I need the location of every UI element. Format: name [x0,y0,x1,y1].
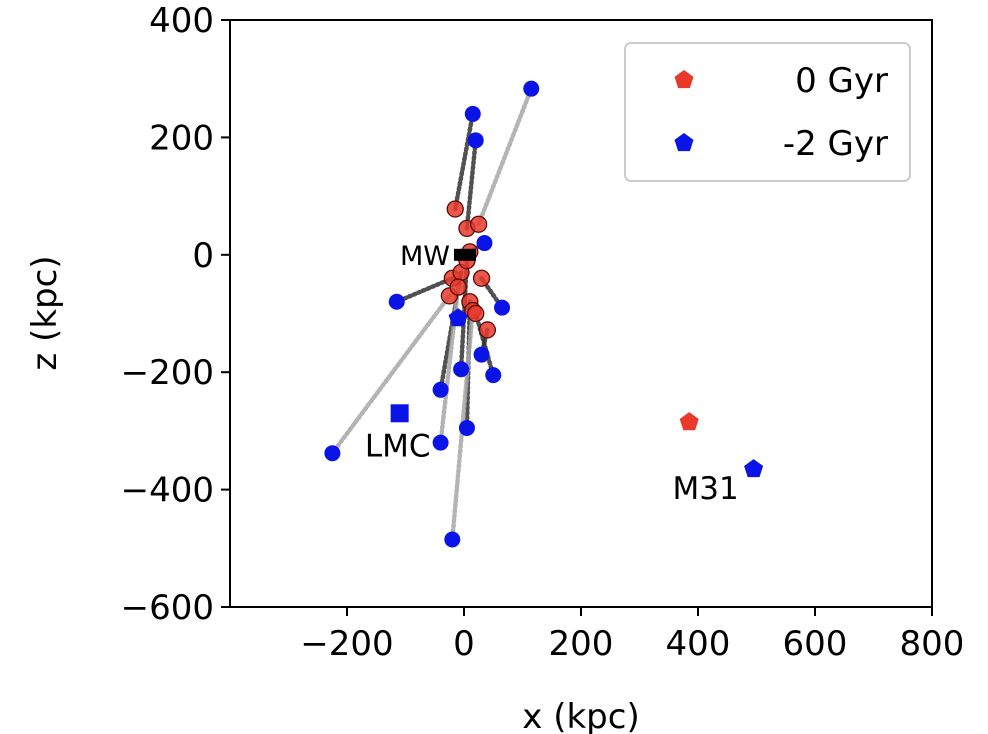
x-tick-label: 0 [453,624,475,664]
legend-frame [624,42,911,182]
orbit-trail [452,111,476,212]
orbit-trail [330,293,452,456]
y-tick-label: −600 [121,588,214,628]
satellite-past-point [432,434,449,451]
x-tick-label: 400 [666,624,731,664]
satellite-now-point [472,269,491,287]
y-axis-label: z (kpc) [25,255,65,370]
satellite-past-point [494,299,511,316]
m31-label: M31 [672,471,738,507]
satellite-past-point [458,419,475,436]
x-axis-label: x (kpc) [522,697,639,734]
legend-marker-0-gyr [674,70,694,89]
satellite-now-point [469,215,488,233]
satellite-now-point [449,278,467,296]
satellite-past-point [473,346,490,363]
y-tick-label: 200 [149,118,214,158]
legend-marker-minus-2-gyr [674,133,694,152]
lmc-label: LMC [365,428,431,464]
milky-way-marker [454,248,476,261]
y-tick-label: 400 [149,1,214,41]
satellite-past-point [324,445,341,462]
satellite-past-point [476,235,493,252]
orbit-trail [394,276,455,305]
satellite-past-point [464,105,481,122]
marker-layer [324,80,764,548]
y-tick-label: 0 [192,236,214,276]
y-tick-label: −400 [121,471,214,511]
x-tick-label: −200 [300,624,393,664]
satellite-now-point [478,321,497,339]
satellite-past-point [432,381,449,398]
satellite-past-point [453,361,470,378]
lmc-marker [390,404,409,423]
satellite-past-point [467,132,484,149]
orbit-trail [476,86,534,227]
legend: 0 Gyr -2 Gyr [624,42,911,182]
x-tick-label: 200 [549,624,614,664]
legend-label-0-gyr: 0 Gyr [795,61,888,101]
satellite-now-point [467,304,485,323]
mw-label: MW [400,241,450,272]
m31-past-marker [744,459,764,478]
satellite-now-point [446,200,464,218]
satellite-past-point [523,80,540,97]
orbit-trail [464,138,478,231]
legend-label-minus-2-gyr: -2 Gyr [783,124,888,164]
milky-way-past-marker [448,308,468,327]
satellite-past-point [485,367,502,384]
x-tick-label: 800 [900,624,965,664]
y-tick-label: −200 [121,353,214,393]
satellite-past-point [444,531,461,548]
tick-layer: −200 0 200 400 600 800 400 200 0 −200 −400 −600 [121,1,965,664]
x-tick-label: 600 [783,624,848,664]
m31-now-marker [679,412,699,431]
satellite-past-point [388,293,405,310]
